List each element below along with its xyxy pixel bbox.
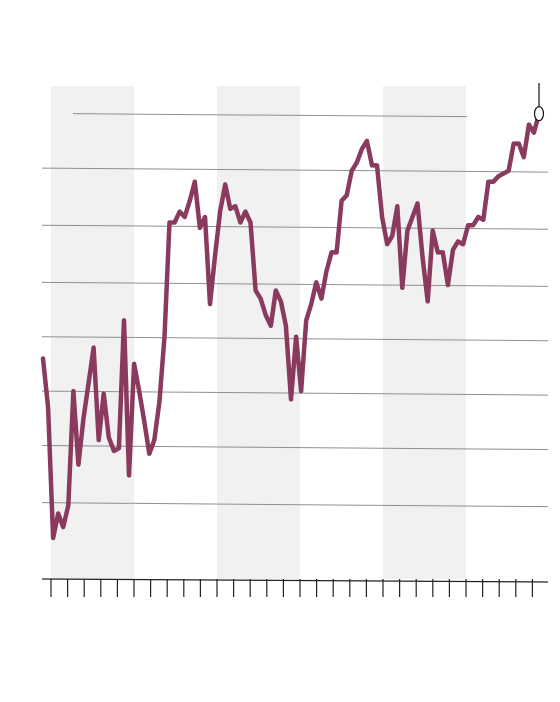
gridline-7 (41, 167, 549, 173)
x-axis-line (41, 578, 549, 583)
end-marker-circle (533, 106, 545, 122)
series-group (40, 83, 545, 541)
x-axis (41, 578, 549, 597)
gridline-5 (41, 281, 549, 287)
series-line (40, 111, 542, 541)
gridline-8 (72, 113, 468, 118)
gridline-1 (41, 502, 549, 508)
gridline-6 (41, 224, 549, 230)
shaded-band-3 (383, 86, 466, 579)
